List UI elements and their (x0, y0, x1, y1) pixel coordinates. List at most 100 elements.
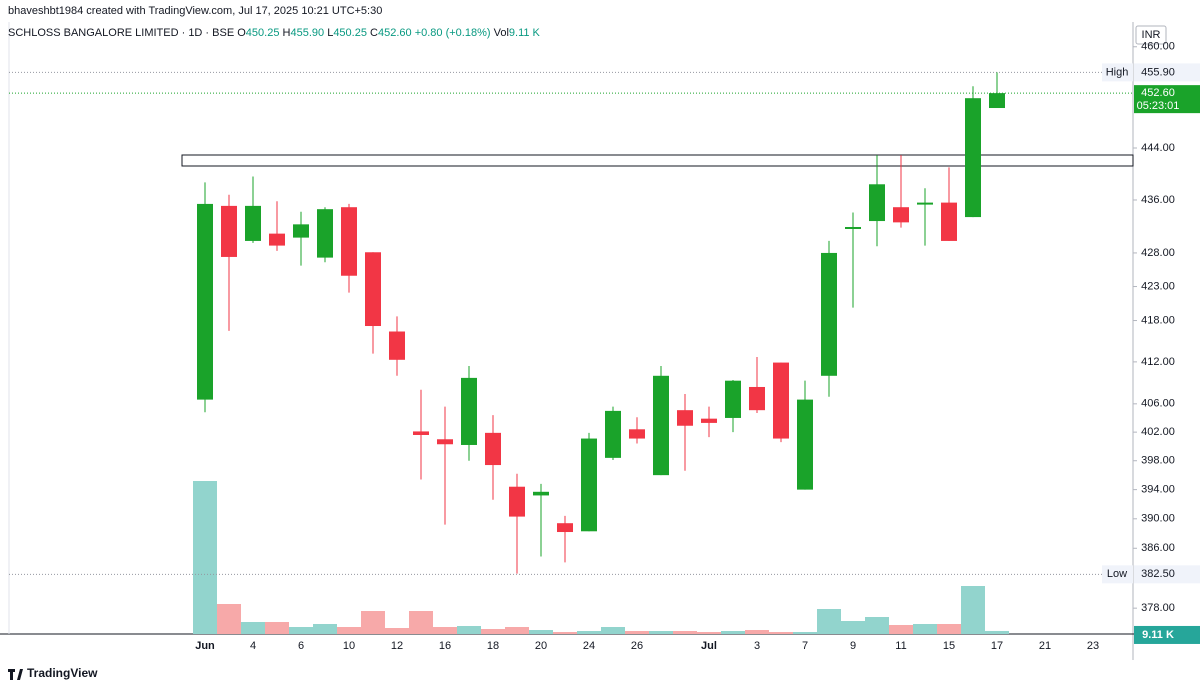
y-tick-label: 390.00 (1141, 513, 1175, 525)
volume-bar (961, 586, 985, 634)
volume-bar (361, 611, 385, 634)
price-line-value-box (1134, 565, 1200, 584)
volume-bar (841, 621, 865, 634)
candle-body (653, 375, 669, 476)
price-line-tag (1102, 63, 1133, 82)
y-tick-label: 378.00 (1141, 602, 1175, 614)
volume-bar (553, 632, 577, 634)
candle-body (389, 331, 405, 360)
volume-tag-label: 9.11 K (1142, 629, 1174, 641)
y-tick-label: 406.00 (1141, 398, 1175, 410)
change-label: +0.80 (+0.18%) (414, 27, 491, 39)
x-tick-label: 23 (1087, 640, 1099, 652)
volume-bar (241, 622, 265, 634)
x-tick-label: 4 (250, 640, 256, 652)
volume-bar (649, 631, 673, 634)
volume-bar (769, 632, 793, 634)
x-tick-label: 15 (943, 640, 955, 652)
brand: TradingView (27, 666, 98, 680)
x-tick-label: 20 (535, 640, 547, 652)
volume-bar (577, 631, 601, 634)
candle-body (269, 233, 285, 246)
candle-body (725, 380, 741, 418)
y-tick-label: 394.00 (1141, 484, 1175, 496)
symbol-title: SCHLOSS BANGALORE LIMITED · 1D · BSE (8, 27, 235, 39)
x-tick-label: 24 (583, 640, 595, 652)
candle-body (797, 399, 813, 490)
volume-bar (601, 627, 625, 634)
legend: SCHLOSS BANGALORE LIMITED · 1D · BSE O45… (8, 27, 540, 39)
attribution: bhaveshbt1984 created with TradingView.c… (8, 5, 383, 17)
ohlc-value: 455.90 (290, 27, 325, 39)
candle-body (197, 203, 213, 400)
candle-body (221, 205, 237, 257)
ohlc-key: O (237, 27, 246, 39)
volume-bar (793, 632, 817, 634)
volume-bar (985, 630, 1009, 634)
drawn-rectangle (181, 154, 1134, 167)
x-tick-label: 3 (754, 640, 760, 652)
candle-body (461, 377, 477, 445)
y-tick-label: 418.00 (1141, 314, 1175, 326)
volume-bar (697, 632, 721, 634)
volume-bar (385, 628, 409, 634)
volume-bar (913, 624, 937, 634)
candle-body (629, 429, 645, 439)
candle-body (245, 205, 261, 241)
volume-bar (937, 624, 961, 634)
footer-logo: TradingView (8, 666, 98, 680)
y-tick-label: 398.00 (1141, 455, 1175, 467)
y-tick-label: 423.00 (1141, 280, 1175, 292)
candle-body (989, 93, 1005, 109)
x-tick-label: Jul (701, 640, 717, 652)
x-tick-label: 11 (895, 640, 906, 652)
candle-body (317, 209, 333, 258)
volume-bar (817, 609, 841, 634)
x-tick-label: 9 (850, 640, 856, 652)
volume-bar (505, 627, 529, 634)
price-line-label: High (1106, 66, 1129, 78)
candle-body (821, 252, 837, 376)
volume-bar (265, 622, 289, 634)
candle-body (917, 202, 933, 205)
volume-bar (865, 617, 889, 634)
candle-body (293, 224, 309, 238)
volume-bar (889, 625, 913, 634)
candle-body (845, 226, 861, 229)
candle-body (605, 410, 621, 458)
volume-bar (193, 481, 217, 634)
currency-label: INR (1142, 29, 1161, 41)
last-price-tag (1134, 85, 1200, 114)
ohlc-key: H (282, 27, 291, 39)
ohlc-legend: O450.25 H455.90 L450.25 C452.60 (237, 27, 414, 39)
candle-body (557, 523, 573, 533)
candle-body (413, 431, 429, 435)
candle-body (365, 252, 381, 327)
volume-bar (721, 631, 745, 634)
volume-bar (337, 627, 361, 634)
x-tick-label: 7 (802, 640, 808, 652)
y-tick-label: 402.00 (1141, 426, 1175, 438)
x-tick-label: 16 (439, 640, 451, 652)
y-tick-label: 444.00 (1141, 142, 1175, 154)
volume-bar (625, 631, 649, 634)
last-price-value: 452.60 (1141, 87, 1175, 99)
y-tick-label: 460.00 (1141, 41, 1175, 53)
candle-body (941, 202, 957, 241)
x-tick-label: 6 (298, 640, 304, 652)
y-tick-label: 386.00 (1141, 542, 1175, 554)
candle-body (749, 386, 765, 411)
candle-body (485, 432, 501, 466)
candle-body (773, 362, 789, 439)
volume-bar (433, 627, 457, 634)
candle-body (893, 207, 909, 223)
y-tick-label: 412.00 (1141, 356, 1175, 368)
x-tick-label: 18 (487, 640, 499, 652)
x-tick-label: 12 (391, 640, 403, 652)
volume-value: 9.11 K (508, 27, 540, 39)
candle-body (869, 184, 885, 222)
volume-bar (481, 629, 505, 634)
candle-body (581, 438, 597, 532)
